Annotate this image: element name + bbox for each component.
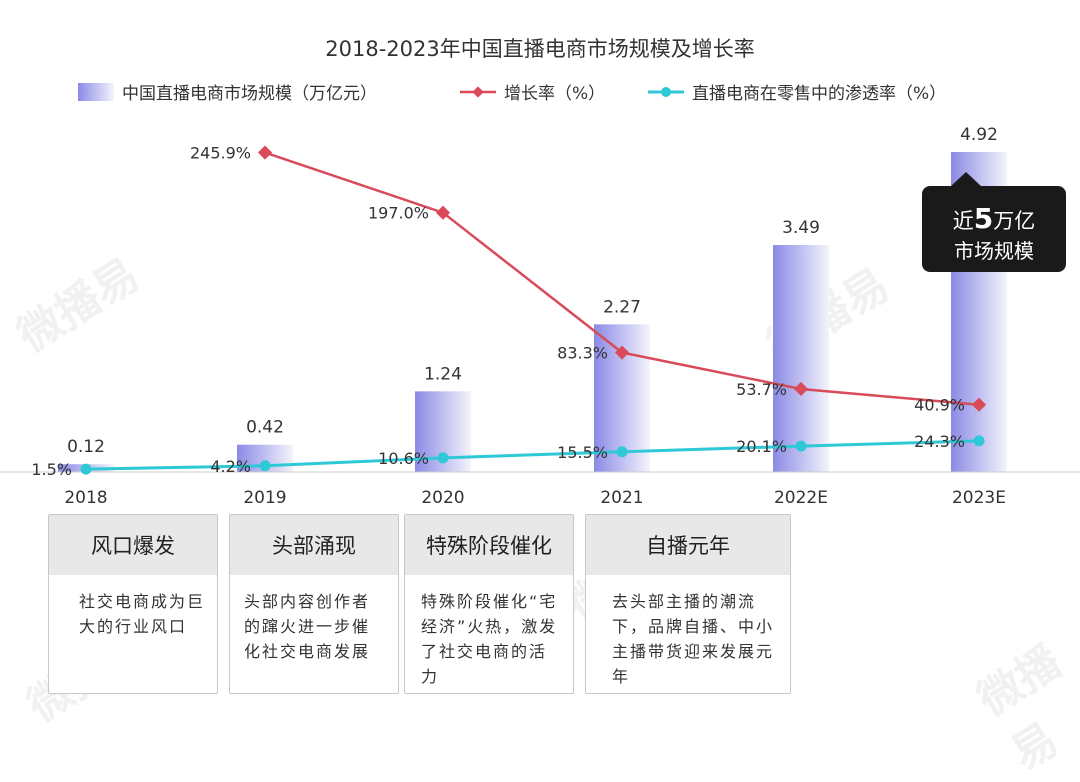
callout-suffix: 万亿: [993, 209, 1035, 233]
growth-rate-point: [971, 397, 987, 412]
penetration-point: [437, 452, 449, 464]
penetration-label: 1.5%: [31, 460, 72, 479]
bar-value-label: 0.42: [246, 418, 284, 438]
penetration-point: [80, 463, 92, 475]
stage-desc: 去头部主播的潮流下，品牌自播、中小主播带货迎来发展元年: [612, 592, 775, 686]
callout-prefix: 近: [953, 209, 974, 233]
legend-label: 直播电商在零售中的渗透率（%）: [692, 84, 946, 104]
penetration-point: [795, 440, 807, 452]
legend-label: 增长率（%）: [504, 84, 605, 104]
bar-value-label: 3.49: [782, 218, 820, 238]
chart-title: 2018-2023年中国直播电商市场规模及增长率: [325, 37, 754, 61]
stage-title: 特殊阶段催化: [405, 515, 573, 575]
callout-box: [922, 186, 1066, 272]
bar-series: 0.12 0.42 1.24 2.27 3.49 4.92: [58, 125, 1007, 472]
stage-card: 头部涌现 头部内容创作者的蹿火进一步催化社交电商发展: [229, 514, 399, 694]
stage-desc: 社交电商成为巨大的行业风口: [79, 592, 206, 636]
stage-title: 风口爆发: [49, 515, 217, 575]
growth-rate-label: 83.3%: [557, 344, 608, 363]
stage-desc: 特殊阶段催化“宅经济”火热，激发了社交电商的活力: [421, 592, 558, 686]
stage-desc: 头部内容创作者的蹿火进一步催化社交电商发展: [244, 592, 371, 661]
legend: 中国直播电商市场规模（万亿元） 增长率（%） 直播电商在零售中的渗透率（%）: [78, 83, 946, 104]
stage-card: 风口爆发 社交电商成为巨大的行业风口: [48, 514, 218, 694]
legend-growth-marker: [472, 86, 484, 98]
legend-label: 中国直播电商市场规模（万亿元）: [122, 84, 377, 104]
stage-card: 自播元年 去头部主播的潮流下，品牌自播、中小主播带货迎来发展元年: [585, 514, 791, 694]
growth-rate-label: 40.9%: [914, 396, 965, 415]
line-series: 245.9% 197.0% 83.3% 53.7% 40.9% 1.5% 4.2% 10.6%…: [31, 144, 987, 479]
stage-title: 头部涌现: [230, 515, 398, 575]
bar-value-label: 0.12: [67, 437, 105, 457]
stage-title: 自播元年: [586, 515, 790, 575]
callout-line2: 市场规模: [954, 239, 1034, 263]
growth-rate-point: [793, 381, 809, 397]
x-tick-label: 2022E: [774, 488, 828, 508]
penetration-point: [259, 460, 271, 472]
penetration-label: 20.1%: [736, 437, 787, 456]
x-tick-label: 2018: [64, 488, 107, 508]
legend-penetration-marker: [661, 87, 671, 97]
x-tick-label: 2020: [421, 488, 464, 508]
bar-value-label: 1.24: [424, 364, 462, 384]
x-tick-label: 2021: [600, 488, 643, 508]
growth-rate-point: [435, 205, 451, 220]
chart: 2018-2023年中国直播电商市场规模及增长率 中国直播电商市场规模（万亿元）…: [0, 37, 1080, 508]
penetration-point: [973, 435, 985, 447]
penetration-point: [616, 446, 628, 458]
growth-rate-point: [257, 145, 273, 160]
growth-rate-label: 53.7%: [736, 380, 787, 399]
x-tick-label: 2019: [243, 488, 286, 508]
bar-value-label: 4.92: [960, 125, 998, 145]
growth-rate-label: 245.9%: [190, 144, 251, 163]
growth-rate-label: 197.0%: [368, 204, 429, 223]
penetration-line: [85, 439, 980, 471]
growth-rate-point: [614, 345, 630, 360]
callout: 近5万亿 市场规模: [922, 172, 1066, 272]
penetration-label: 24.3%: [914, 432, 965, 451]
legend-bar-swatch: [78, 83, 114, 101]
penetration-label: 4.2%: [210, 457, 251, 476]
callout-pointer: [950, 172, 982, 187]
x-tick-label: 2023E: [952, 488, 1006, 508]
callout-number: 5: [974, 202, 993, 235]
penetration-label: 10.6%: [378, 449, 429, 468]
bar: [773, 245, 829, 472]
stage-card: 特殊阶段催化 特殊阶段催化“宅经济”火热，激发了社交电商的活力: [404, 514, 574, 694]
bar-value-label: 2.27: [603, 297, 641, 317]
penetration-label: 15.5%: [557, 443, 608, 462]
callout-line1: 近5万亿: [953, 202, 1035, 235]
x-axis-ticks: 2018 2019 2020 2021 2022E 2023E: [64, 488, 1006, 508]
